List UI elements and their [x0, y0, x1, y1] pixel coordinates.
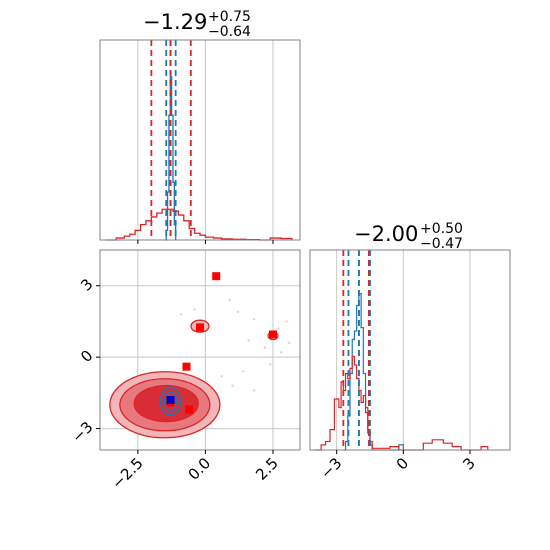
- title-param1-sup: +0.75: [208, 9, 251, 25]
- red-marker: [212, 272, 221, 281]
- sample-point: [285, 320, 288, 323]
- sample-point: [263, 346, 267, 349]
- red-marker: [185, 405, 194, 414]
- histogram-red: [105, 208, 293, 241]
- title-param1: −1.29 +0.75 −0.64: [143, 9, 251, 40]
- y-tick-label: 3: [77, 275, 96, 294]
- title-param1-sub: −0.64: [208, 24, 251, 40]
- panel-frame: [309, 249, 511, 451]
- sample-point: [252, 317, 256, 321]
- x-tick-label: 0.0: [185, 454, 215, 484]
- y-tick-label: 0: [77, 347, 96, 366]
- sample-point: [277, 327, 280, 330]
- x-tick-label: −3: [317, 454, 345, 482]
- panel-frame: [99, 249, 301, 451]
- x-tick-label: 3: [459, 454, 478, 473]
- title-param2-main: −2.00: [354, 222, 418, 246]
- panel-frame: [99, 39, 301, 241]
- red-marker: [182, 362, 191, 371]
- sample-point: [231, 384, 234, 387]
- x-tick-label: −2.5: [108, 454, 146, 492]
- contour-level-inner: [133, 384, 199, 423]
- contour-blue: [163, 391, 178, 411]
- title-param2-sub: −0.47: [420, 236, 463, 252]
- y-tick-label: −3: [68, 418, 96, 446]
- histogram-blue: [343, 293, 404, 451]
- sample-point: [252, 389, 256, 392]
- sample-point: [179, 313, 183, 316]
- sample-point: [247, 339, 250, 342]
- blue-marker: [166, 396, 175, 404]
- title-param2-sup: +0.50: [420, 221, 463, 237]
- title-param2: −2.00 +0.50 −0.47: [354, 221, 463, 252]
- red-marker: [196, 323, 204, 332]
- red-marker: [268, 330, 277, 339]
- histogram-blue: [164, 76, 177, 241]
- marginal-panel-param1: [99, 39, 301, 244]
- marginal-panel-param2: −3 0 3: [309, 249, 511, 482]
- sample-point: [236, 310, 240, 314]
- x-tick-label: 2.5: [252, 454, 282, 484]
- x-tick-label: 0: [393, 454, 412, 473]
- sample-point: [279, 351, 283, 354]
- sample-point: [220, 374, 223, 378]
- contour-blue: [159, 386, 182, 416]
- sample-point: [242, 370, 245, 373]
- sample-point: [287, 341, 291, 345]
- histogram-red: [314, 355, 489, 451]
- sample-point: [269, 363, 272, 366]
- joint-panel: −2.5 0.0 2.5 −3 0 3: [68, 249, 301, 493]
- title-param1-main: −1.29: [143, 10, 207, 34]
- sample-point: [193, 308, 196, 311]
- sample-point: [228, 298, 231, 302]
